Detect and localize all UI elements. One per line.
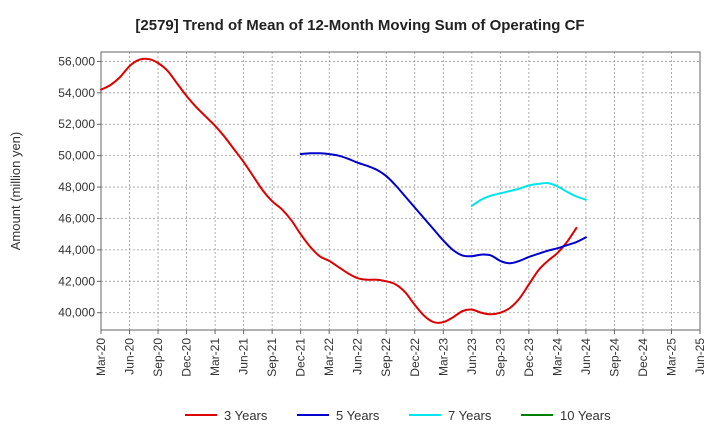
x-tick-label: Sep-21 <box>265 338 279 377</box>
y-tick-label: 46,000 <box>58 211 95 225</box>
x-tick-label: Sep-24 <box>607 338 621 377</box>
x-tick-label: Jun-25 <box>693 338 707 375</box>
legend: 3 Years 5 Years 7 Years 10 Years <box>185 408 611 423</box>
x-tick-label: Jun-24 <box>579 338 593 375</box>
x-tick-label: Dec-22 <box>408 338 422 377</box>
legend-label: 5 Years <box>336 408 380 423</box>
x-tick-label: Jun-22 <box>351 338 365 375</box>
y-axis-label: Amount (million yen) <box>8 132 23 251</box>
x-tick-label: Dec-23 <box>522 338 536 377</box>
x-tick-label: Jun-21 <box>237 338 251 375</box>
x-tick-label: Mar-23 <box>436 338 450 376</box>
x-tick-label: Mar-24 <box>550 338 564 376</box>
x-tick-label: Dec-24 <box>636 338 650 377</box>
chart-title: [2579] Trend of Mean of 12-Month Moving … <box>135 17 584 34</box>
x-tick-label: Mar-21 <box>208 338 222 376</box>
y-tick-label: 50,000 <box>58 149 95 163</box>
x-tick-label: Dec-20 <box>180 338 194 377</box>
x-tick-label: Sep-23 <box>493 338 507 377</box>
legend-label: 10 Years <box>560 408 611 423</box>
x-tick-label: Mar-25 <box>664 338 678 376</box>
plot-frame <box>100 51 701 331</box>
x-axis-ticks: Mar-20 Jun-20 Sep-20 Dec-20 Mar-21 Jun-21 Sep-… <box>94 330 707 377</box>
y-tick-label: 48,000 <box>58 180 95 194</box>
y-tick-label: 56,000 <box>58 54 95 68</box>
x-tick-label: Dec-21 <box>294 338 308 377</box>
series-layer <box>100 57 587 324</box>
y-tick-label: 54,000 <box>58 86 95 100</box>
series-line-5-years <box>299 152 587 265</box>
series-line-7-years <box>470 182 587 207</box>
x-tick-label: Mar-20 <box>94 338 108 376</box>
y-tick-label: 52,000 <box>58 117 95 131</box>
y-tick-label: 40,000 <box>58 306 95 320</box>
y-tick-label: 44,000 <box>58 243 95 257</box>
x-tick-label: Sep-22 <box>379 338 393 377</box>
x-tick-label: Mar-22 <box>322 338 336 376</box>
y-tick-label: 42,000 <box>58 274 95 288</box>
legend-label: 7 Years <box>448 408 492 423</box>
series-line-3-years <box>100 57 578 324</box>
x-tick-label: Sep-20 <box>151 338 165 377</box>
x-tick-label: Jun-23 <box>465 338 479 375</box>
y-axis-ticks: 40,000 42,000 44,000 46,000 48,000 50,000 52,0… <box>58 54 101 320</box>
x-tick-label: Jun-20 <box>123 338 137 375</box>
legend-label: 3 Years <box>224 408 268 423</box>
